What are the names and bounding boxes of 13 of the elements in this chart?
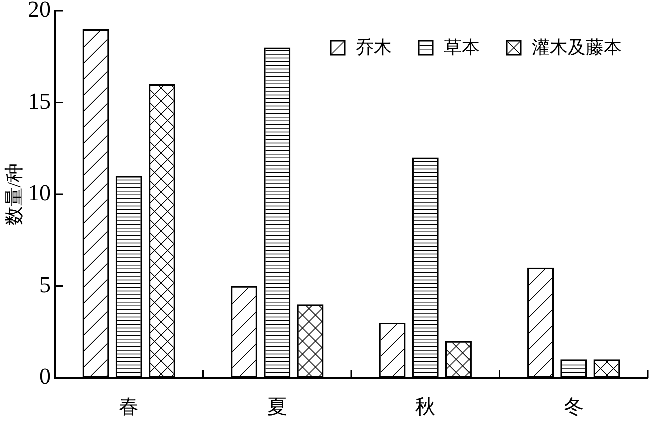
x-tick-label: 春 bbox=[119, 396, 140, 418]
y-tick-label: 15 bbox=[28, 88, 51, 114]
y-tick-label: 5 bbox=[40, 272, 51, 298]
y-axis-title: 数量/种 bbox=[4, 163, 26, 226]
legend-label: 草本 bbox=[444, 38, 480, 58]
x-tick-label: 夏 bbox=[267, 396, 288, 418]
legend-label: 乔木 bbox=[356, 38, 392, 58]
x-tick-label: 冬 bbox=[564, 396, 584, 418]
y-tick-label: 0 bbox=[40, 364, 51, 390]
legend-label: 灌木及藤本 bbox=[532, 38, 622, 58]
y-tick-label: 10 bbox=[28, 180, 51, 206]
y-tick-label: 20 bbox=[28, 0, 51, 22]
x-tick-label: 秋 bbox=[416, 396, 436, 418]
